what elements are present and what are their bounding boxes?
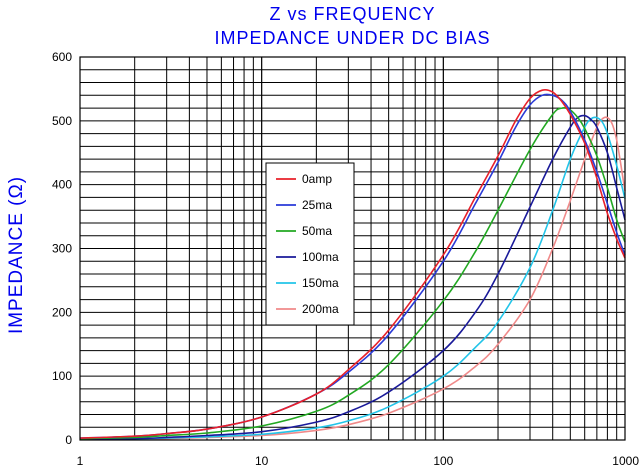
- y-tick-label: 400: [52, 178, 72, 192]
- legend-label: 150ma: [302, 276, 339, 290]
- legend-label: 0amp: [302, 172, 332, 186]
- y-tick-labels: 0 100 200 300 400 500 600: [52, 50, 72, 447]
- legend-label: 25ma: [302, 198, 332, 212]
- legend-label: 50ma: [302, 224, 332, 238]
- x-tick-label: 1000: [612, 454, 639, 468]
- series-line-200ma: [79, 116, 626, 441]
- y-tick-label: 0: [65, 433, 72, 447]
- series-line-0amp: [79, 88, 626, 439]
- x-tick-labels: 1 10 100 1000: [77, 454, 639, 468]
- y-tick-label: 100: [52, 369, 72, 383]
- chart-title: Z vs FREQUENCY: [269, 4, 436, 24]
- x-tick-label: 100: [433, 454, 453, 468]
- legend: 0amp 25ma 50ma 100ma 150ma 200ma: [265, 162, 355, 326]
- legend-label: 100ma: [302, 250, 339, 264]
- chart-subtitle: IMPEDANCE UNDER DC BIAS: [214, 28, 491, 48]
- series-line-100ma: [79, 114, 626, 441]
- x-tick-label: 1: [77, 454, 84, 468]
- y-tick-label: 200: [52, 305, 72, 319]
- y-tick-label: 500: [52, 114, 72, 128]
- series-line-50ma: [79, 107, 626, 440]
- series-line-150ma: [79, 116, 626, 441]
- legend-box: [265, 162, 355, 326]
- y-tick-label: 600: [52, 50, 72, 64]
- legend-label: 200ma: [302, 302, 339, 316]
- y-tick-label: 300: [52, 242, 72, 256]
- x-tick-label: 10: [255, 454, 269, 468]
- plot-frame: [79, 56, 626, 441]
- series-lines: [79, 88, 626, 441]
